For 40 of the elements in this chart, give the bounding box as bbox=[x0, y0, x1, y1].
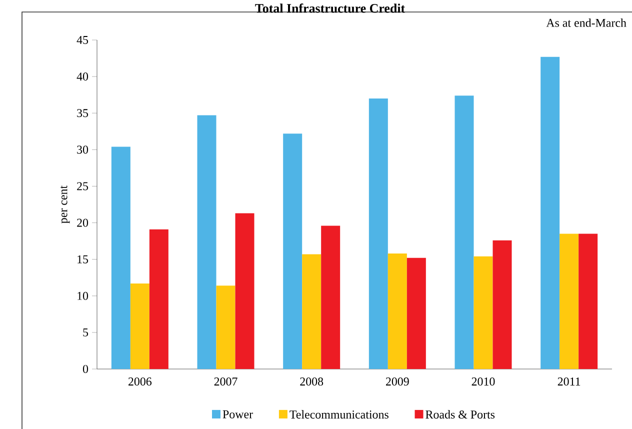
y-tick-label: 35 bbox=[77, 109, 88, 118]
bar bbox=[406, 258, 426, 369]
bar bbox=[130, 283, 150, 369]
x-tick-label: 2008 bbox=[300, 378, 324, 386]
bar bbox=[235, 213, 254, 369]
y-tick-label: 15 bbox=[78, 255, 88, 264]
legend-label: Power bbox=[222, 410, 253, 418]
x-tick-label: 2007 bbox=[214, 378, 238, 386]
x-tick-label: 2010 bbox=[472, 378, 495, 386]
bar bbox=[388, 253, 407, 369]
bar bbox=[149, 229, 168, 369]
y-axis-title: per cent bbox=[60, 185, 70, 224]
legend-label: Telecommunications bbox=[290, 410, 388, 419]
bar bbox=[321, 226, 340, 369]
bar bbox=[302, 254, 322, 369]
bar bbox=[216, 286, 236, 369]
bar bbox=[540, 56, 560, 369]
y-tick-label: 40 bbox=[76, 72, 88, 81]
x-tick-label: 2009 bbox=[386, 378, 409, 386]
legend-label: Roads & Ports bbox=[426, 410, 495, 419]
y-tick-label: 10 bbox=[78, 292, 88, 300]
bar bbox=[560, 234, 579, 369]
y-tick-label: 20 bbox=[77, 218, 88, 227]
y-tick-label: 45 bbox=[76, 36, 88, 44]
chart-title: Total Infrastructure Credit bbox=[255, 4, 406, 13]
bar bbox=[492, 240, 512, 369]
bar bbox=[197, 115, 216, 369]
bar bbox=[454, 96, 474, 369]
bar bbox=[368, 98, 388, 369]
bar bbox=[578, 234, 598, 369]
y-tick-label: 30 bbox=[77, 146, 88, 154]
y-tick-label: 25 bbox=[77, 182, 88, 190]
bar bbox=[111, 146, 130, 369]
bar bbox=[283, 134, 302, 369]
x-tick-label: 2011 bbox=[558, 378, 580, 386]
x-tick-label: 2006 bbox=[128, 378, 152, 386]
y-tick-label: 0 bbox=[82, 364, 88, 374]
bar bbox=[474, 256, 493, 369]
y-tick-label: 5 bbox=[83, 328, 88, 336]
text: As at end-March bbox=[546, 18, 626, 27]
